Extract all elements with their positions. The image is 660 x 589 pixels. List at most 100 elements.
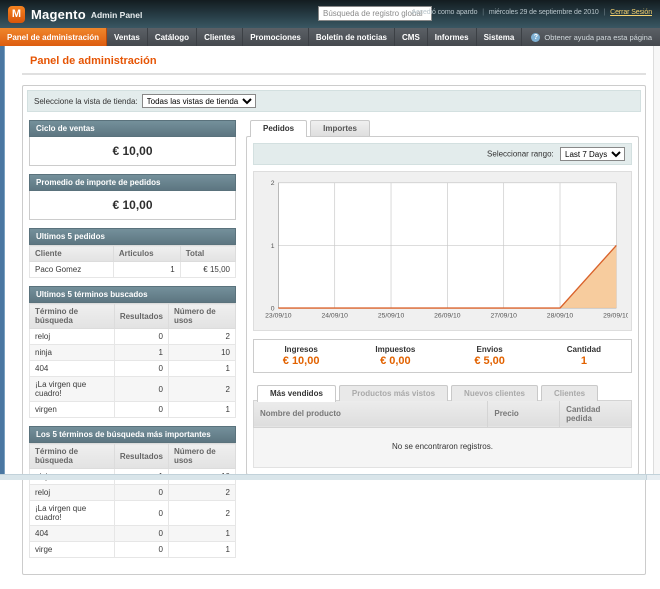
table-row: 404 0 1 bbox=[29, 525, 237, 542]
help-icon: ? bbox=[531, 32, 541, 42]
stat-cantidad: Cantidad 1 bbox=[566, 344, 601, 367]
col-nombre-producto: Nombre del producto bbox=[252, 399, 489, 428]
tab-importes[interactable]: Importes bbox=[310, 120, 370, 136]
logout-link[interactable]: Cerrar Sesión bbox=[610, 9, 652, 16]
last-search-terms-block: Ultimos 5 términos buscados Término de b… bbox=[29, 286, 237, 418]
nav-item-informes[interactable]: Informes bbox=[428, 28, 477, 46]
table-row: reloj 0 2 bbox=[29, 484, 237, 501]
table-row: ¡La virgen que cuadro! 0 2 bbox=[29, 376, 237, 402]
range-bar: Seleccionar rango: Last 7 Days bbox=[253, 143, 632, 165]
orders-chart: 23/09/10 24/09/10 25/09/10 26/09/10 27/09/10… bbox=[265, 180, 628, 320]
col-termino: Término de búsqueda bbox=[29, 303, 115, 329]
store-view-select[interactable]: Todas las vistas de tienda bbox=[141, 94, 256, 108]
logged-in-as: Accedió como apardo bbox=[411, 9, 478, 16]
chart-tabs: Pedidos Importes bbox=[246, 120, 639, 137]
col-total: Total bbox=[179, 245, 237, 262]
orders-panel: Seleccionar rango: Last 7 Days 23/09/10 2… bbox=[246, 136, 639, 475]
left-edge-strip bbox=[0, 46, 5, 480]
chart-box: 23/09/10 24/09/10 25/09/10 26/09/10 27/09/10… bbox=[253, 171, 632, 331]
col-usos: Número de usos bbox=[167, 443, 237, 469]
help-link[interactable]: ? Obtener ayuda para esta página bbox=[531, 28, 652, 46]
table-row: reloj 0 2 bbox=[29, 328, 237, 345]
svg-text:25/09/10: 25/09/10 bbox=[378, 313, 405, 320]
col-resultados: Resultados bbox=[113, 443, 169, 469]
store-view-label: Seleccione la vista de tienda: bbox=[34, 96, 138, 106]
top-header: M Magento Admin Panel Accedió como apard… bbox=[0, 0, 660, 28]
nav-item-cms[interactable]: CMS bbox=[395, 28, 428, 46]
col-resultados: Resultados bbox=[113, 303, 169, 329]
top-search-terms-title: Los 5 términos de búsqueda más important… bbox=[29, 426, 236, 443]
logo-subtext: Admin Panel bbox=[90, 10, 143, 20]
nav-item-dashboard[interactable]: Panel de administración bbox=[0, 28, 108, 46]
empty-records-message: No se encontraron registros. bbox=[253, 426, 632, 468]
table-row: virge 0 1 bbox=[29, 541, 237, 558]
nav-item-boletin[interactable]: Boletín de noticias bbox=[309, 28, 395, 46]
svg-text:28/09/10: 28/09/10 bbox=[547, 313, 574, 320]
nav-item-promociones[interactable]: Promociones bbox=[243, 28, 309, 46]
tab-nuevos-clientes[interactable]: Nuevos clientes bbox=[451, 384, 538, 401]
magento-logo-icon[interactable]: M bbox=[8, 5, 25, 23]
table-row: 404 0 1 bbox=[29, 360, 237, 377]
col-articulos: Articulos bbox=[112, 245, 181, 262]
svg-text:0: 0 bbox=[271, 305, 275, 312]
average-orders-title: Promedio de importe de pedidos bbox=[29, 174, 236, 191]
store-view-bar: Seleccione la vista de tienda: Todas las… bbox=[27, 90, 641, 112]
lifetime-sales-block: Ciclo de ventas € 10,00 bbox=[29, 120, 236, 166]
page-content: Panel de administración Seleccione la vi… bbox=[0, 46, 660, 589]
stat-ingresos: Ingresos € 10,00 bbox=[282, 344, 320, 367]
main-nav: Panel de administración Ventas Catálogo … bbox=[0, 28, 660, 46]
svg-text:26/09/10: 26/09/10 bbox=[434, 313, 461, 320]
top-search-terms-table: Término de búsqueda Resultados Número de… bbox=[29, 443, 237, 558]
svg-text:2: 2 bbox=[271, 180, 275, 187]
tab-mas-vendidos[interactable]: Más vendidos bbox=[257, 384, 336, 402]
dashboard-sidebar: Ciclo de ventas € 10,00 Promedio de impo… bbox=[29, 120, 237, 566]
lifetime-sales-title: Ciclo de ventas bbox=[29, 120, 236, 137]
average-orders-value: € 10,00 bbox=[29, 191, 236, 220]
svg-text:24/09/10: 24/09/10 bbox=[321, 313, 348, 320]
tab-productos-mas-vistos[interactable]: Productos más vistos bbox=[338, 384, 449, 401]
stat-envios: Envios € 5,00 bbox=[474, 344, 505, 367]
nav-item-ventas[interactable]: Ventas bbox=[107, 28, 148, 46]
last-search-terms-title: Ultimos 5 términos buscados bbox=[29, 286, 236, 303]
stat-impuestos: Impuestos € 0,00 bbox=[375, 344, 416, 367]
tab-pedidos[interactable]: Pedidos bbox=[250, 120, 308, 137]
last-orders-title: Ultimos 5 pedidos bbox=[29, 228, 236, 245]
table-row: virgen 0 1 bbox=[29, 401, 237, 418]
nav-item-catalogo[interactable]: Catálogo bbox=[148, 28, 198, 46]
title-divider bbox=[22, 73, 646, 75]
horizontal-scrollbar[interactable] bbox=[0, 474, 646, 480]
logo-text: Magento bbox=[31, 6, 86, 22]
lifetime-sales-value: € 10,00 bbox=[29, 137, 236, 166]
col-cantidad-pedida: Cantidad pedida bbox=[559, 399, 632, 428]
bestsellers-table: Nombre del producto Precio Cantidad pedi… bbox=[252, 399, 632, 468]
footer-gap bbox=[22, 575, 646, 589]
dashboard-main: Pedidos Importes Seleccionar rango: Last… bbox=[246, 120, 639, 566]
global-search-input[interactable] bbox=[318, 6, 432, 21]
dashboard-container: Seleccione la vista de tienda: Todas las… bbox=[22, 85, 646, 575]
last-orders-table: Cliente Articulos Total Paco Gomez 1 € 15,… bbox=[29, 245, 237, 278]
table-row: ¡La virgen que cuadro! 0 2 bbox=[29, 500, 237, 526]
last-search-terms-table: Término de búsqueda Resultados Número de… bbox=[29, 303, 237, 418]
svg-text:27/09/10: 27/09/10 bbox=[490, 313, 517, 320]
help-label: Obtener ayuda para esta página bbox=[544, 32, 652, 42]
nav-item-clientes[interactable]: Clientes bbox=[197, 28, 244, 46]
totals-row: Ingresos € 10,00 Impuestos € 0,00 Envios… bbox=[253, 338, 632, 373]
session-info: Accedió como apardo | miércoles 29 de se… bbox=[411, 9, 653, 16]
vertical-scrollbar[interactable] bbox=[653, 46, 660, 474]
col-usos: Número de usos bbox=[167, 303, 237, 329]
page-title: Panel de administración bbox=[30, 55, 157, 67]
col-cliente: Cliente bbox=[29, 245, 114, 262]
average-orders-block: Promedio de importe de pedidos € 10,00 bbox=[29, 174, 236, 220]
svg-text:1: 1 bbox=[271, 243, 275, 250]
last-orders-block: Ultimos 5 pedidos Cliente Articulos Tota… bbox=[29, 228, 237, 278]
tab-clientes[interactable]: Clientes bbox=[540, 384, 599, 401]
top-search-terms-block: Los 5 términos de búsqueda más important… bbox=[29, 426, 237, 558]
current-date: miércoles 29 de septiembre de 2010 bbox=[488, 9, 599, 16]
col-precio: Precio bbox=[487, 399, 561, 428]
col-termino: Término de búsqueda bbox=[29, 443, 115, 469]
table-row: Paco Gomez 1 € 15,00 bbox=[29, 261, 237, 278]
bottom-tabs: Más vendidos Productos más vistos Nuevos… bbox=[253, 384, 632, 402]
nav-item-sistema[interactable]: Sistema bbox=[477, 28, 523, 46]
range-select[interactable]: Last 7 Days bbox=[560, 147, 625, 161]
